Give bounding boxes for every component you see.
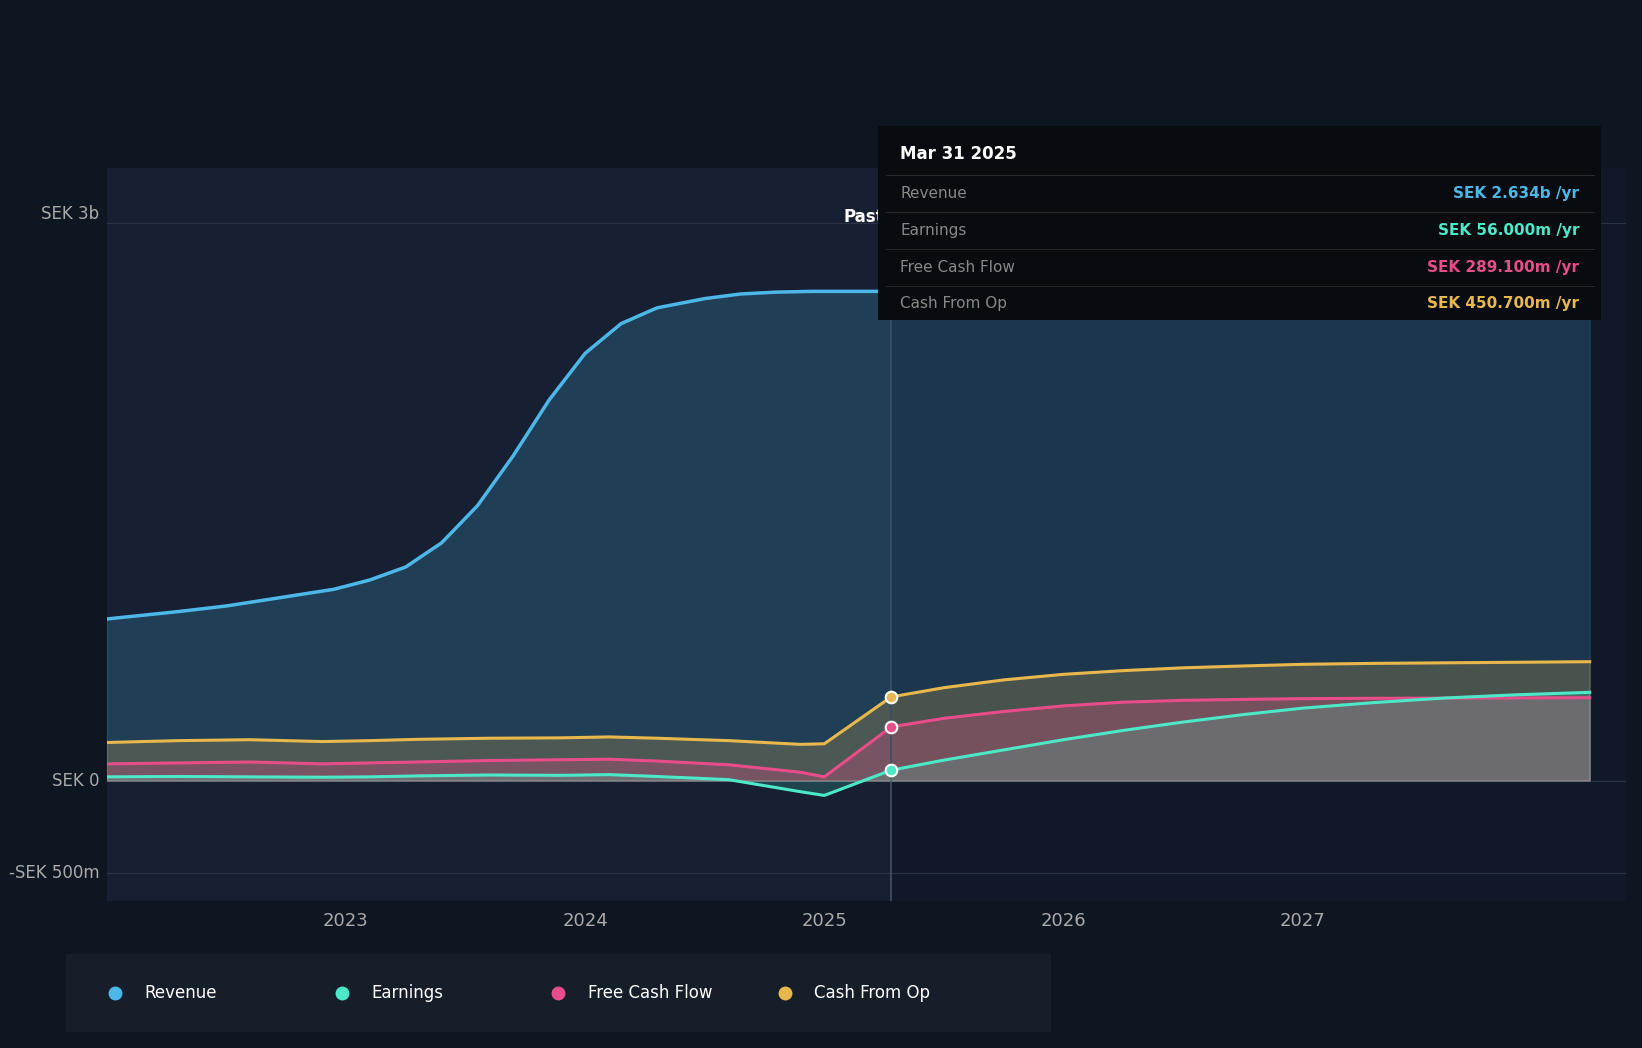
Text: Past: Past xyxy=(842,209,883,226)
Point xyxy=(878,719,905,736)
Text: Free Cash Flow: Free Cash Flow xyxy=(588,984,713,1002)
Bar xyxy=(107,168,892,901)
Text: SEK 450.700m /yr: SEK 450.700m /yr xyxy=(1427,297,1580,311)
Text: SEK 3b: SEK 3b xyxy=(41,205,99,223)
Text: -SEK 500m: -SEK 500m xyxy=(8,865,99,882)
Point xyxy=(878,689,905,705)
Text: Earnings: Earnings xyxy=(900,223,967,238)
Bar xyxy=(892,168,1626,901)
Text: SEK 0: SEK 0 xyxy=(51,771,99,789)
Text: SEK 56.000m /yr: SEK 56.000m /yr xyxy=(1438,223,1580,238)
Text: SEK 289.100m /yr: SEK 289.100m /yr xyxy=(1427,260,1580,275)
Text: Earnings: Earnings xyxy=(371,984,443,1002)
Text: Revenue: Revenue xyxy=(900,185,967,201)
Text: Free Cash Flow: Free Cash Flow xyxy=(900,260,1015,275)
Text: Analysts Forecasts: Analysts Forecasts xyxy=(901,209,1057,226)
Point xyxy=(878,762,905,779)
Text: Cash From Op: Cash From Op xyxy=(900,297,1007,311)
Point xyxy=(878,283,905,300)
Text: SEK 2.634b /yr: SEK 2.634b /yr xyxy=(1453,185,1580,201)
Text: Revenue: Revenue xyxy=(144,984,217,1002)
Text: Mar 31 2025: Mar 31 2025 xyxy=(900,146,1016,163)
Text: Cash From Op: Cash From Op xyxy=(814,984,931,1002)
